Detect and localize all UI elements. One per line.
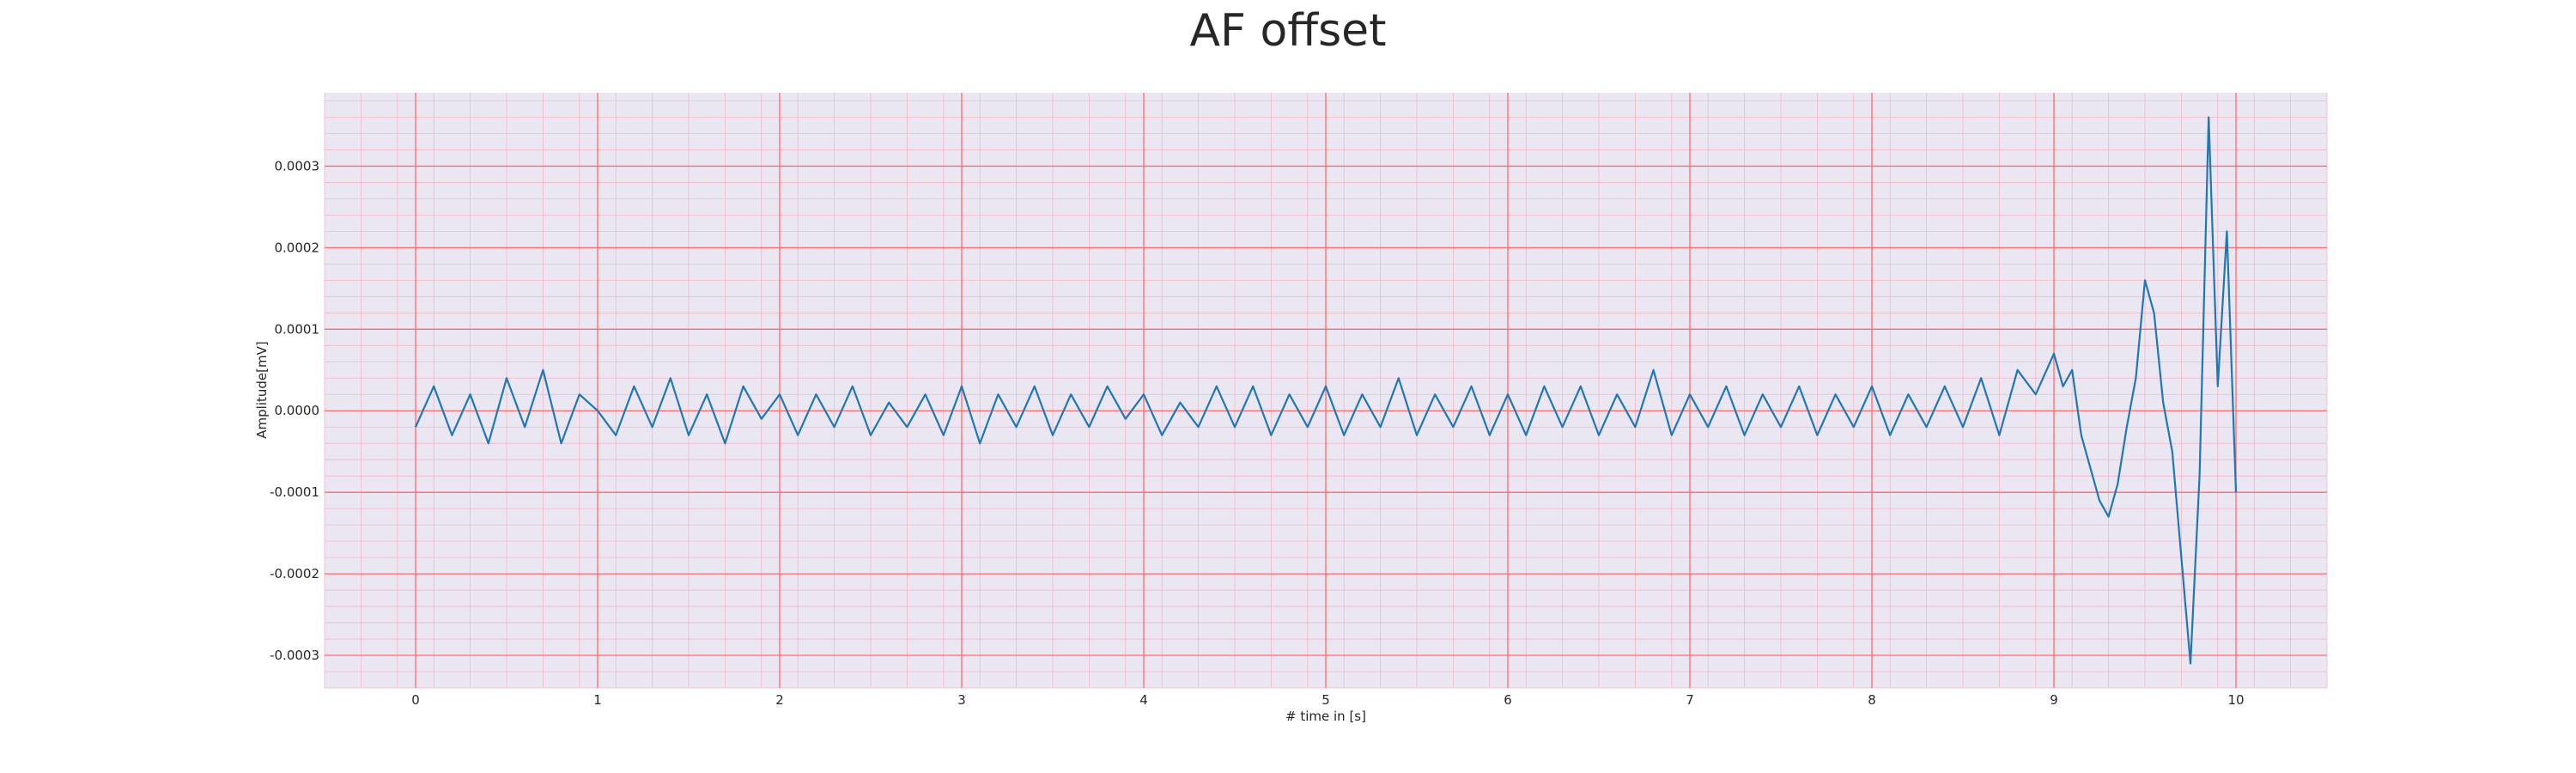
y-axis-label: Amplitude[mV] (254, 341, 270, 438)
x-tick-label: 7 (1686, 692, 1694, 708)
x-tick-label: 6 (1504, 692, 1512, 708)
x-tick-label: 3 (957, 692, 966, 708)
series-line (414, 116, 2238, 665)
y-tick-labels: -0.0003 -0.0002 -0.0001 0.0000 0.0001 0.0002 0… (270, 158, 319, 663)
x-tick-labels: 0 1 2 3 4 5 6 7 8 9 10 (411, 692, 2244, 708)
major-grid (325, 93, 2327, 688)
y-tick-label: 0.0002 (275, 240, 320, 255)
x-axis-label: # time in [s] (1285, 709, 1366, 724)
y-tick-label: -0.0003 (270, 648, 319, 663)
x-tick-label: 9 (2050, 692, 2058, 708)
y-tick-label: 0.0000 (275, 403, 320, 418)
x-tick-label: 1 (593, 692, 602, 708)
x-tick-label: 10 (2227, 692, 2244, 708)
x-tick-label: 2 (775, 692, 784, 708)
y-tick-label: 0.0003 (275, 158, 320, 173)
chart-title: AF offset (1189, 5, 1387, 57)
x-tick-label: 0 (411, 692, 420, 708)
x-tick-label: 8 (1868, 692, 1876, 708)
x-tick-label: 5 (1321, 692, 1330, 708)
y-tick-label: -0.0002 (270, 566, 319, 581)
y-tick-label: 0.0001 (275, 321, 320, 337)
x-tick-label: 4 (1139, 692, 1148, 708)
y-tick-label: -0.0001 (270, 484, 319, 500)
